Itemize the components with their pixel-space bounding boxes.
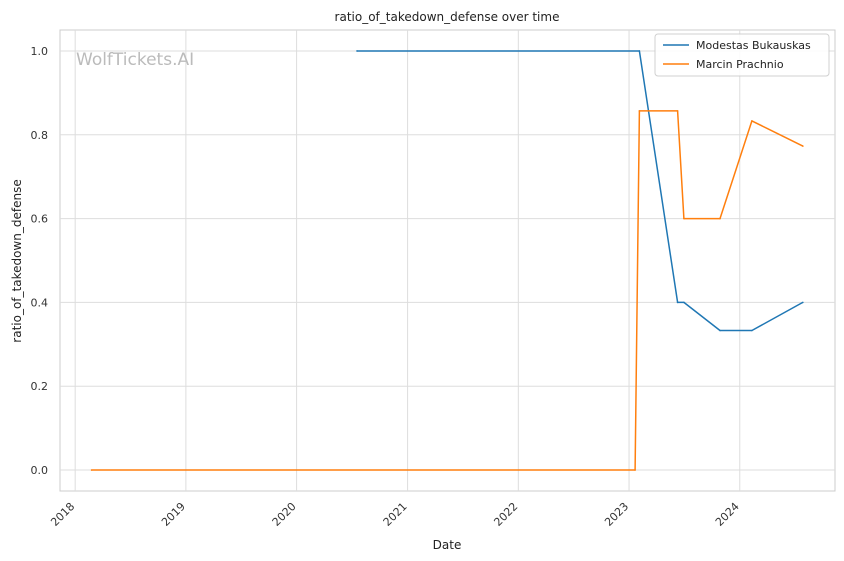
series-lines <box>90 50 804 471</box>
x-tick-label: 2019 <box>159 500 188 529</box>
x-tick-label: 2022 <box>491 500 520 529</box>
data-point-marcin-prachnio <box>683 217 685 220</box>
data-point-marcin-prachnio <box>751 120 753 122</box>
data-point-modestas-bukauskas <box>751 329 753 332</box>
legend-label-marcin-prachnio: Marcin Prachnio <box>696 58 784 71</box>
data-point-modestas-bukauskas <box>683 301 685 304</box>
x-tick-label: 2023 <box>602 500 631 529</box>
plot-area <box>59 29 836 492</box>
legend-label-modestas-bukauskas: Modestas Bukauskas <box>696 39 811 52</box>
data-point-modestas-bukauskas <box>719 329 721 332</box>
data-point-marcin-prachnio <box>802 145 804 147</box>
x-axis-title: Date <box>433 538 462 552</box>
data-point-marcin-prachnio <box>638 110 641 112</box>
y-tick-label: 0.8 <box>31 129 49 142</box>
y-axis-title: ratio_of_takedown_defense <box>10 179 24 342</box>
legend-box <box>654 33 830 77</box>
y-tick-label: 0.4 <box>31 296 49 309</box>
watermark: WolfTickets.AI <box>76 50 194 70</box>
x-tick-label: 2021 <box>381 500 410 529</box>
y-tick-label: 0.2 <box>31 380 49 393</box>
x-tick-label: 2024 <box>713 500 742 529</box>
y-tick-labels: 0.0 0.2 0.4 0.6 0.8 1.0 <box>31 45 49 477</box>
data-point-marcin-prachnio <box>676 110 679 112</box>
data-point-modestas-bukauskas <box>356 50 358 52</box>
y-tick-label: 0.6 <box>31 213 49 226</box>
data-point-marcin-prachnio <box>90 469 93 471</box>
legend: Modestas Bukauskas Marcin Prachnio <box>654 33 830 77</box>
data-point-modestas-bukauskas <box>638 50 641 52</box>
data-point-modestas-bukauskas <box>676 301 679 304</box>
series-line-marcin-prachnio <box>91 110 804 471</box>
x-tick-labels: 2018 2019 2020 2021 2022 2023 2024 <box>48 500 742 529</box>
chart-title: ratio_of_takedown_defense over time <box>335 10 560 24</box>
data-point-marcin-prachnio <box>634 469 636 471</box>
data-point-modestas-bukauskas <box>802 301 804 304</box>
x-tick-label: 2018 <box>48 500 77 529</box>
x-tick-label: 2020 <box>270 500 299 529</box>
data-point-marcin-prachnio <box>719 217 721 220</box>
y-tick-label: 0.0 <box>31 464 49 477</box>
y-tick-label: 1.0 <box>31 45 49 58</box>
